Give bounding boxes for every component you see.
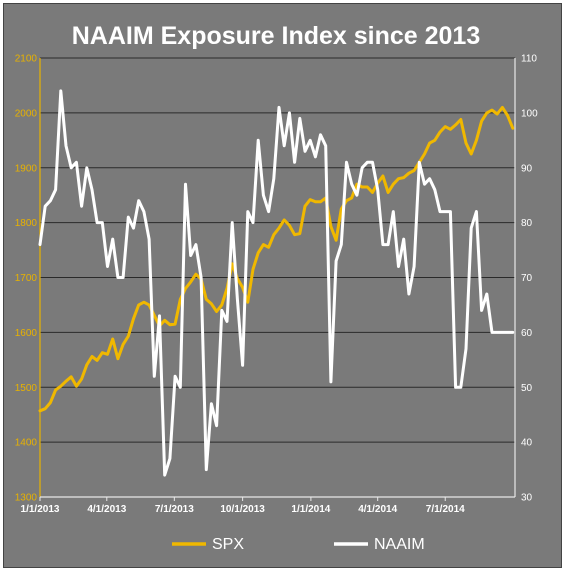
x-tick-label: 1/1/2013: [21, 504, 60, 515]
y-right-tick-label: 40: [521, 438, 533, 449]
y-right-tick-label: 70: [521, 273, 533, 284]
y-left-tick-label: 1800: [15, 218, 38, 229]
y-left-tick-label: 1400: [15, 438, 38, 449]
series-layer: [38, 89, 515, 477]
series-line-naaim: [38, 89, 515, 477]
x-tick-label: 1/1/2014: [291, 504, 330, 515]
y-right-tick-label: 90: [521, 163, 533, 174]
y-left-tick-label: 1300: [15, 493, 38, 504]
axes: 1300 1400 1500 1600 1700 1800 1900 2000 2100 30 40…: [15, 54, 538, 516]
y-left-tick-label: 2000: [15, 108, 38, 119]
legend: SPX NAAIM: [172, 536, 425, 553]
y-left-tick-label: 1600: [15, 328, 38, 339]
x-tick-label: 10/1/2013: [220, 504, 265, 515]
x-tick-label: 4/1/2013: [87, 504, 126, 515]
y-right-tick-label: 60: [521, 328, 533, 339]
y-right-tick-label: 30: [521, 493, 533, 504]
y-left-tick-label: 1700: [15, 273, 38, 284]
x-tick-label: 7/1/2014: [426, 504, 465, 515]
y-left-tick-label: 1900: [15, 163, 38, 174]
chart-title: NAAIM Exposure Index since 2013: [72, 22, 480, 50]
y-left-tick-label: 1500: [15, 383, 38, 394]
legend-label-naaim: NAAIM: [374, 536, 425, 553]
x-tick-label: 4/1/2014: [358, 504, 397, 515]
series-line-spx: [38, 105, 515, 413]
y-right-tick-label: 80: [521, 218, 533, 229]
y-right-tick-label: 100: [521, 108, 538, 119]
x-tick-label: 7/1/2013: [155, 504, 194, 515]
chart-svg: NAAIM Exposure Index since 2013 1300 1400…: [15, 22, 538, 553]
y-right-tick-label: 50: [521, 383, 533, 394]
y-left-tick-label: 2100: [15, 54, 38, 65]
chart-frame: NAAIM Exposure Index since 2013 1300 1400…: [3, 3, 562, 568]
legend-label-spx: SPX: [212, 536, 244, 553]
y-right-tick-label: 110: [521, 54, 537, 65]
